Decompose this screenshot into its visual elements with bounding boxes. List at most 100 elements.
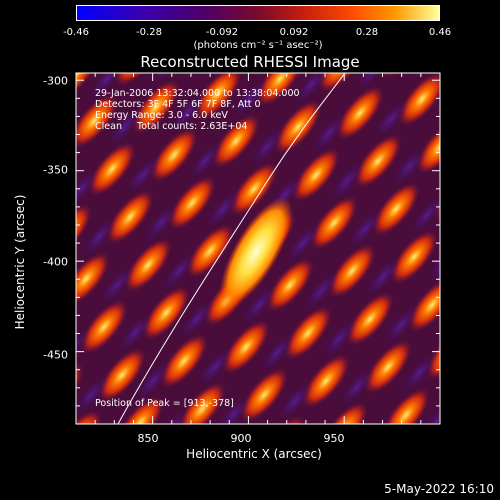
fringe-trough [346, 208, 384, 250]
fringe-trough [178, 298, 216, 340]
fringe-trough [258, 332, 296, 374]
fringe-trough [76, 326, 92, 368]
fringe-trough [186, 140, 224, 182]
fringe-trough [354, 73, 392, 92]
x-tick-label: 850 [137, 432, 159, 445]
fringe-trough [284, 222, 322, 264]
fringe-trough [248, 126, 286, 168]
fringe-trough [328, 160, 366, 202]
fringe-blob [76, 203, 93, 259]
fringe-trough [439, 285, 486, 336]
fringe-blob [363, 339, 413, 395]
fringe-blob [17, 148, 82, 218]
fringe-blob [159, 333, 209, 389]
fringe-blob [185, 223, 235, 279]
fringe-blob [345, 291, 395, 347]
fringe-blob [443, 208, 500, 278]
fringe-blob [381, 387, 431, 424]
fringe-blob [309, 195, 359, 251]
fringe-blob [407, 277, 440, 333]
fringe-trough [457, 333, 500, 384]
fringe-blob [265, 257, 315, 313]
fringe-trough [80, 216, 118, 258]
fringe-trough [160, 250, 198, 292]
y-axis-label: Heliocentric Y (arcsec) [13, 194, 27, 330]
fringe-blob [397, 73, 440, 127]
peak-source [219, 197, 293, 307]
colorbar-tick: -0.28 [136, 27, 162, 38]
fringe-blob [149, 127, 199, 183]
fringe-trough [302, 270, 340, 312]
fringe-trough [204, 188, 242, 230]
plot-title: Reconstructed RHESSI Image [140, 53, 360, 71]
y-tick-label: -300 [43, 74, 68, 88]
x-tick-label: 950 [323, 432, 345, 445]
fringe-trough [465, 175, 500, 226]
fringe-blob [301, 353, 351, 409]
fringe-blob [317, 73, 367, 93]
fringe-trough [475, 381, 500, 432]
colorbar-unit-label: (photons cm⁻² s⁻¹ asec⁻²) [193, 40, 323, 51]
fringe-trough [227, 437, 274, 488]
fringe-trough [76, 168, 100, 210]
fringe-trough [76, 374, 110, 416]
fringe-blob [131, 79, 181, 135]
heatmap-image [17, 10, 500, 488]
fringe-trough [310, 112, 348, 154]
fringe-trough [116, 312, 154, 354]
fringe-trough [364, 256, 402, 298]
fringe-blob [435, 366, 500, 436]
fringe-blob [79, 299, 129, 355]
fringe-trough [168, 92, 206, 134]
fringe-trough [382, 304, 420, 346]
fringe-blob [371, 181, 421, 237]
fringe-trough [320, 318, 358, 360]
plot-frame [75, 72, 441, 425]
footer-timestamp: 5-May-2022 16:10 [384, 482, 494, 496]
fringe-trough [98, 264, 136, 306]
info-detectors: Detectors: 3F 4F 5F 6F 7F 8F, Att 0 [95, 99, 261, 110]
fringe-blob [177, 381, 227, 424]
fringe-blob [76, 409, 103, 424]
fringe-blob [319, 401, 369, 424]
fringe-blob [255, 73, 305, 107]
fringe-blob [167, 175, 217, 231]
fringe-trough [240, 284, 278, 326]
fringe-blob [389, 229, 439, 285]
fringe-blob [141, 285, 191, 341]
fringe-trough [88, 73, 126, 100]
fringe-trough [483, 223, 500, 274]
fringe-blob [167, 10, 232, 80]
fringe-trough [426, 242, 440, 284]
fringe-trough [408, 194, 440, 236]
fringe-trough [418, 400, 440, 424]
fringe-blob [221, 319, 271, 375]
fringe-blob [76, 93, 119, 149]
solar-limb-line [117, 73, 346, 424]
y-tick-label: -400 [43, 255, 68, 269]
fringe-trough [338, 366, 376, 408]
fringe-trough [292, 73, 330, 106]
info-peak-position: Position of Peak = [913,-378] [95, 398, 234, 409]
y-tick-label: -350 [43, 163, 68, 177]
fringe-trough [400, 352, 438, 394]
fringe-blob [291, 147, 341, 203]
fringe-trough [390, 146, 428, 188]
fringe-blob [415, 119, 440, 175]
fringe-trough [124, 154, 162, 196]
fringe-blob [283, 305, 333, 361]
y-tick-label: -450 [43, 348, 68, 362]
x-axis-label: Heliocentric X (arcsec) [186, 447, 322, 461]
fringe-trough [372, 98, 410, 140]
fringe-blob [229, 161, 279, 217]
fringe-blob [76, 251, 111, 307]
fringe-blob [97, 347, 147, 403]
colorbar [76, 5, 440, 21]
fringe-trough [196, 346, 234, 388]
fringe-blob [353, 133, 403, 189]
fringe-blob [105, 189, 155, 245]
fringe-trough [90, 422, 128, 424]
fringe-trough [214, 394, 252, 424]
info-time-range: 29-Jan-2006 13:32:04.000 to 13:38:04.000 [95, 88, 300, 99]
fringe-blob [123, 237, 173, 293]
